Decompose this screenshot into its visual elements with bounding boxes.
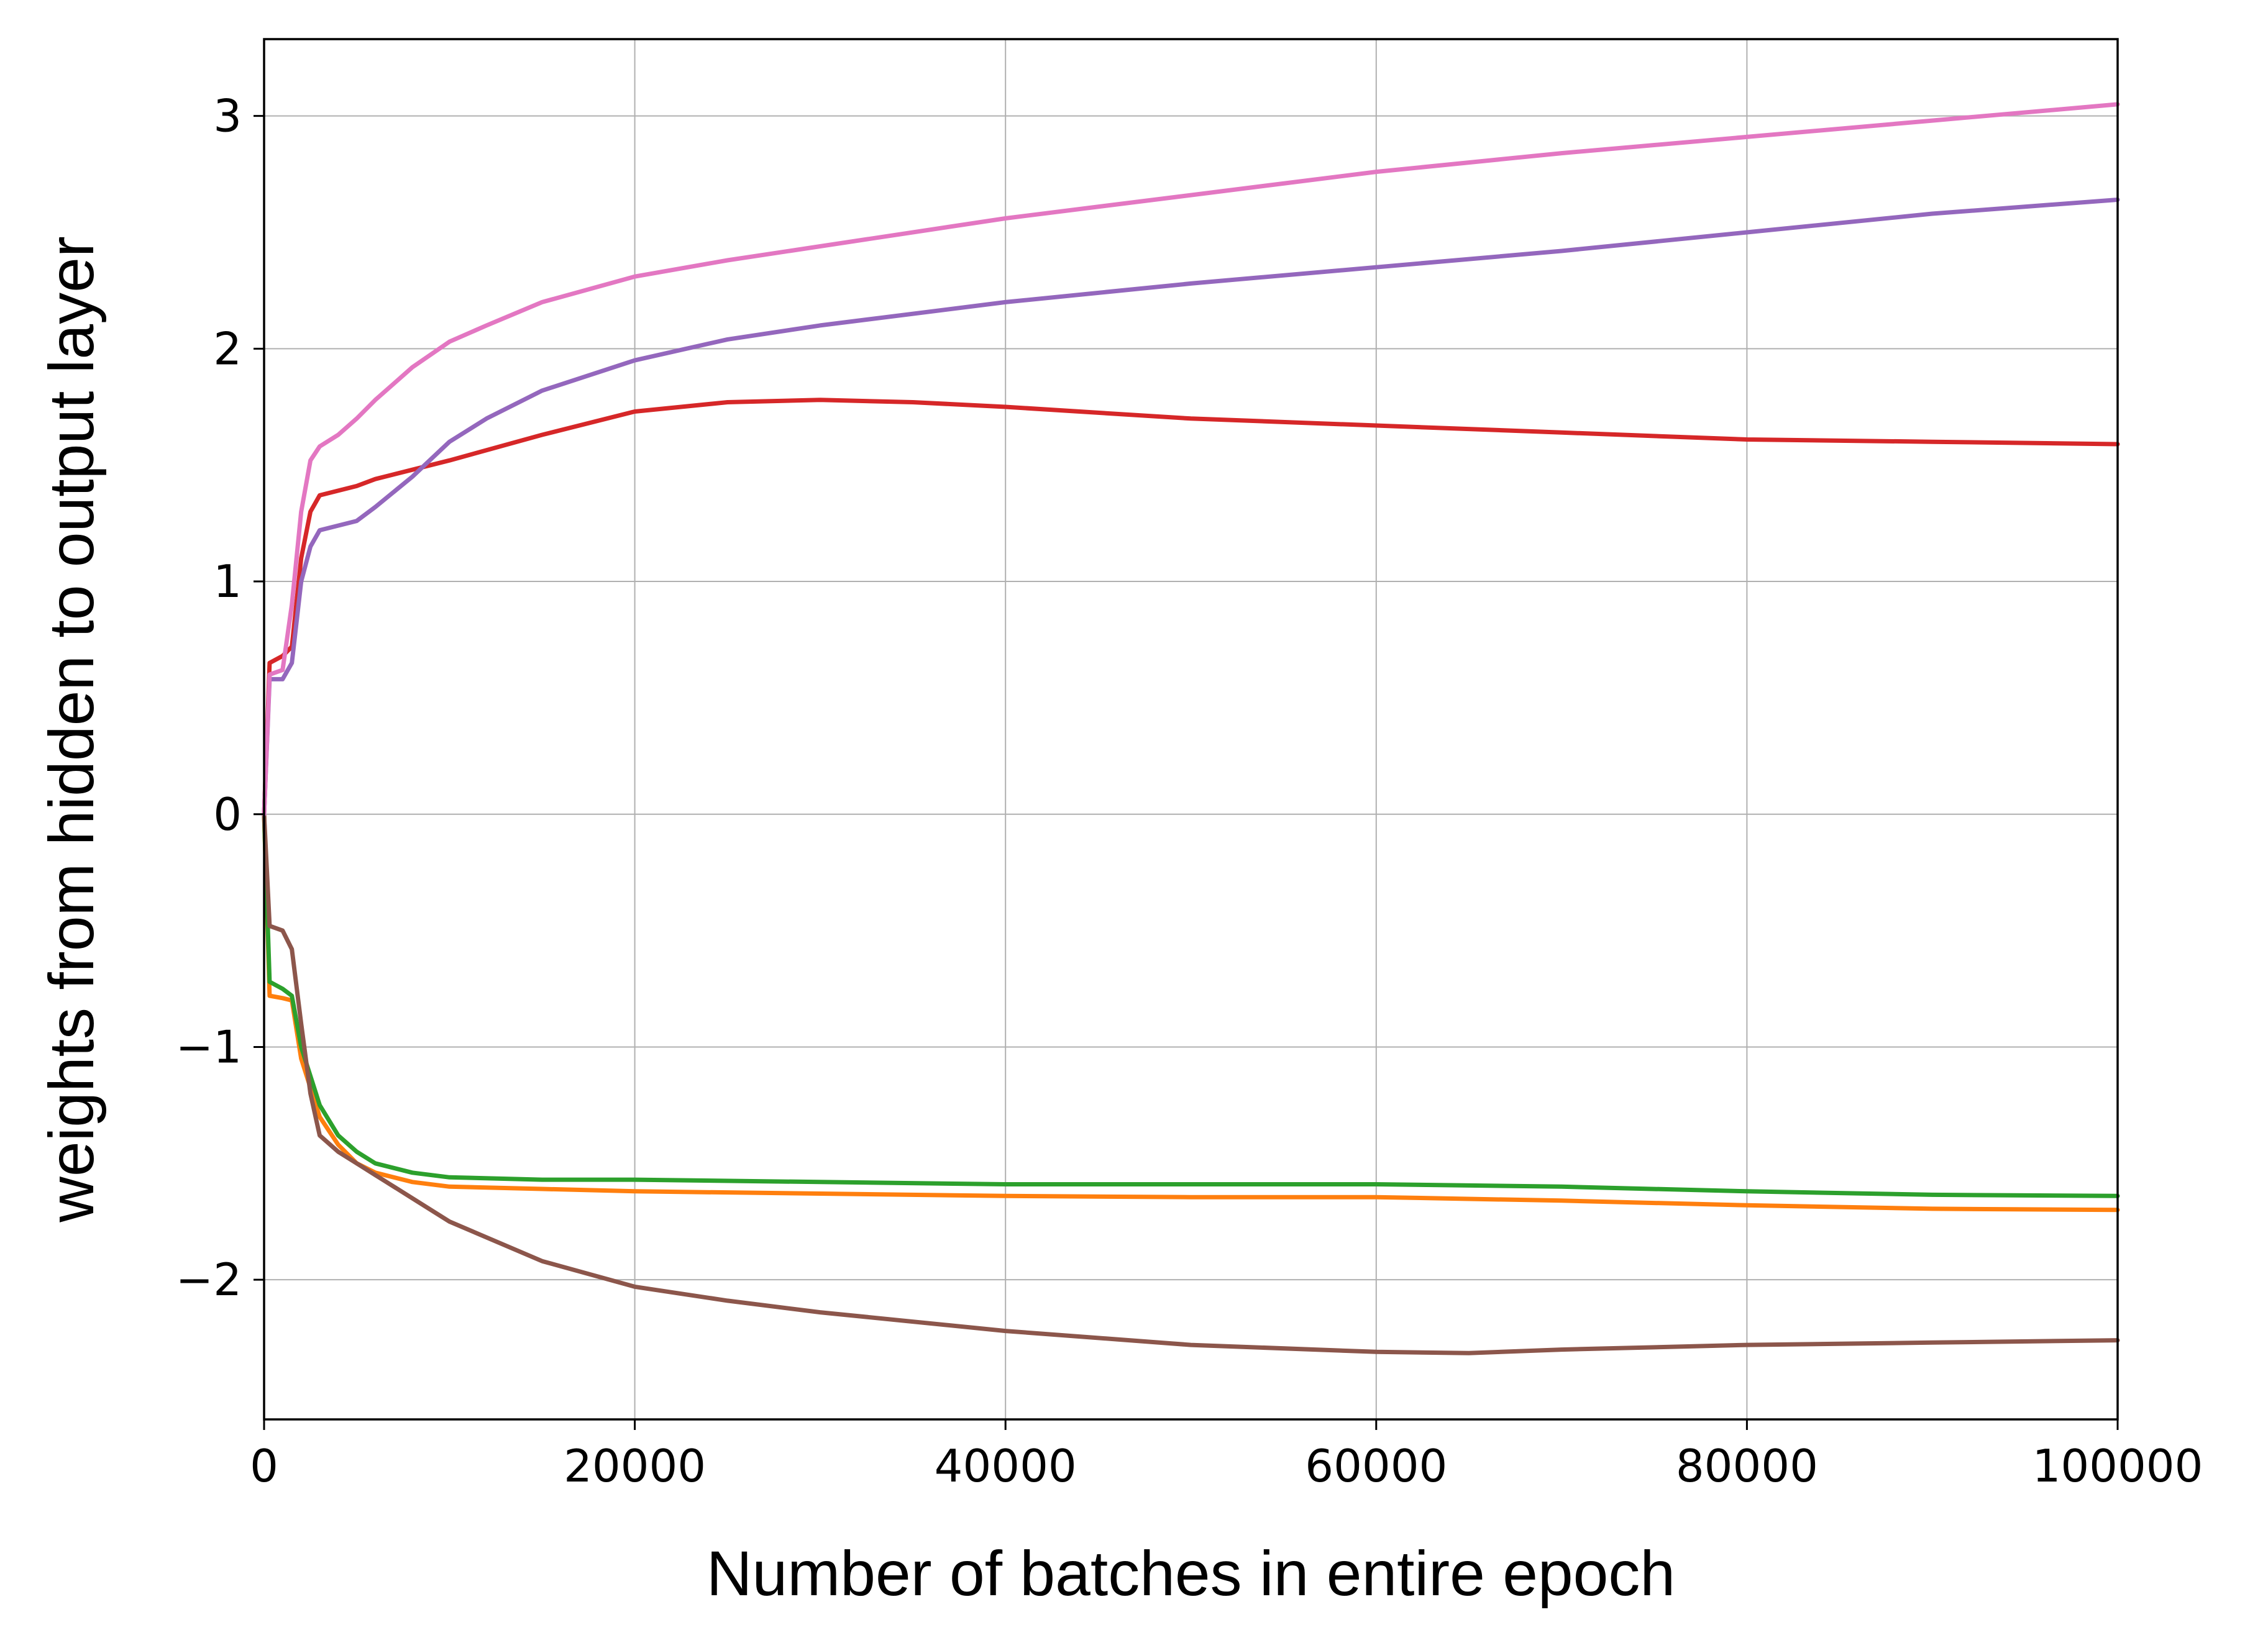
plot-frame: [263, 38, 2119, 1421]
series-line-4: [262, 198, 2120, 817]
series-line-6: [262, 102, 2120, 817]
axis-ticks: 0 20000 40000 60000 80000 100000 −2 −1 0 1 2 3: [176, 90, 2203, 1492]
y-tick-label-1: −1: [176, 1021, 242, 1073]
x-tick-label-2: 40000: [935, 1440, 1077, 1492]
x-tick-label-0: 0: [250, 1440, 278, 1492]
y-tick-label-4: 2: [213, 322, 242, 375]
y-axis-label: weights from hidden to output layer: [36, 236, 107, 1223]
y-tick-label-5: 3: [213, 90, 242, 142]
x-tick-label-1: 20000: [564, 1440, 706, 1492]
series-line-3: [262, 398, 2120, 817]
series-line-5: [262, 812, 2120, 1355]
series-layer: [262, 102, 2120, 1355]
y-tick-label-2: 0: [213, 788, 242, 840]
series-line-2: [262, 812, 2120, 1198]
x-tick-label-5: 100000: [2033, 1440, 2203, 1492]
y-tick-label-3: 1: [213, 555, 242, 608]
x-tick-label-4: 80000: [1676, 1440, 1818, 1492]
x-tick-label-3: 60000: [1305, 1440, 1447, 1492]
x-axis-label: Number of batches in entire epoch: [706, 1538, 1675, 1609]
y-tick-label-0: −2: [176, 1254, 242, 1306]
